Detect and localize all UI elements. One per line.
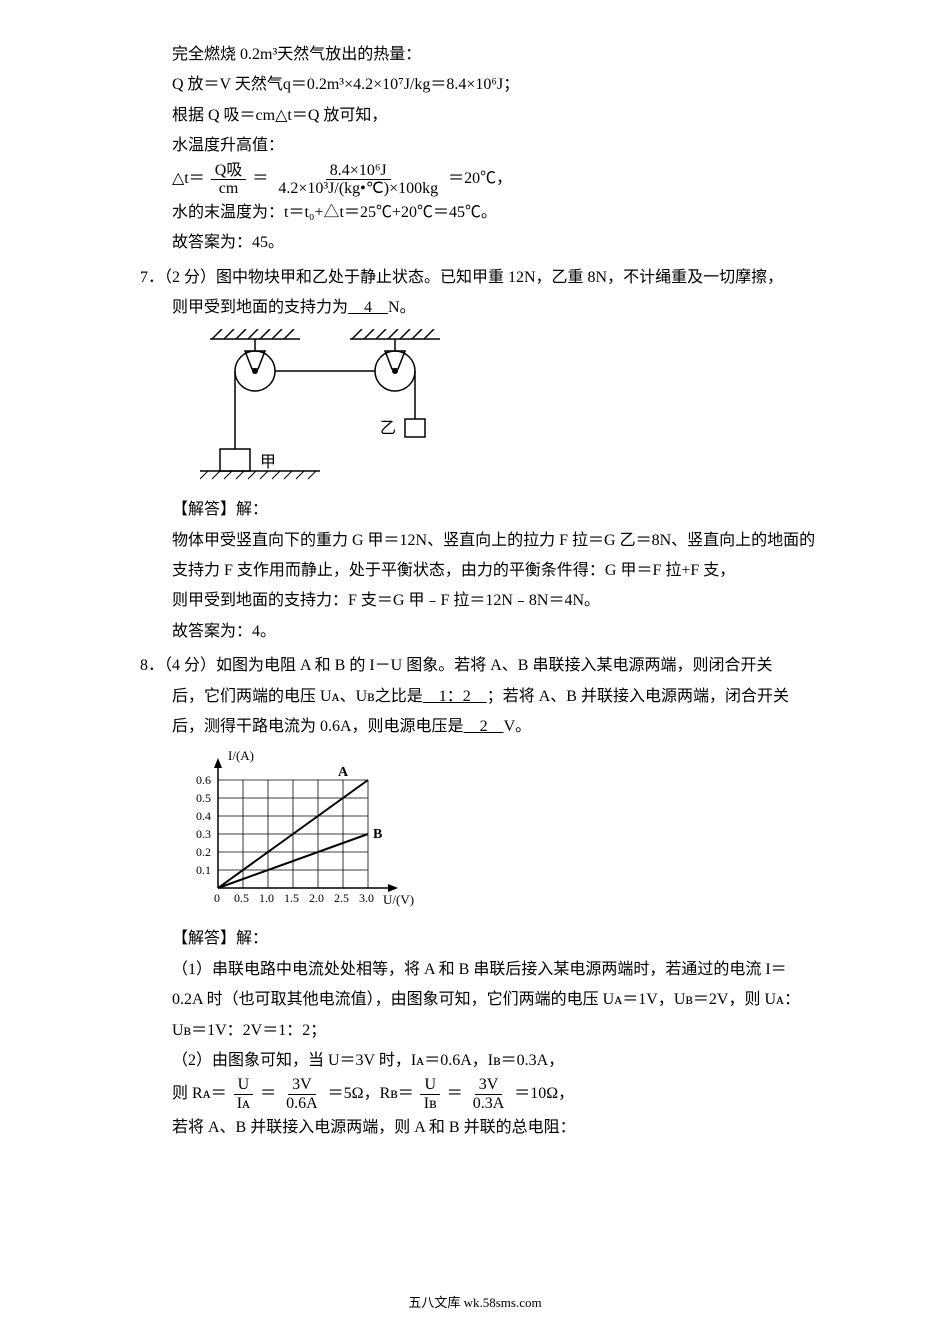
text-span: 则甲受到地面的支持力为	[172, 299, 348, 316]
denominator: cm	[215, 180, 243, 198]
blank-answer: 1：2	[423, 688, 487, 705]
series-a-label: A	[338, 765, 349, 780]
fraction: Q吸 cm	[211, 162, 247, 198]
blank-answer: 2	[464, 718, 504, 735]
y-axis-label: I/(A)	[228, 748, 254, 763]
ytick: 0.5	[196, 791, 211, 805]
numerator: Q吸	[211, 162, 247, 181]
numerator: U	[234, 1076, 254, 1095]
denominator: Iᴀ	[233, 1095, 254, 1113]
numerator: 8.4×10⁶J	[326, 162, 391, 181]
answer-label: 【解答】解：	[140, 495, 850, 525]
answer-line: 故答案为：4。	[140, 617, 850, 647]
ytick: 0.4	[196, 809, 211, 823]
formula-right: ＝10Ω，	[514, 1079, 574, 1109]
text-span: N。	[388, 299, 416, 316]
formula-row: △t＝ Q吸 cm ＝ 8.4×10⁶J 4.2×10³J/(kg•℃)×100…	[140, 162, 850, 198]
fraction: U Iʙ	[420, 1076, 441, 1112]
text-line: 水温度升高值：	[140, 131, 850, 161]
series-b-label: B	[373, 827, 382, 842]
numerator: 3V	[475, 1076, 503, 1095]
formula-row: 则 Rᴀ＝ U Iᴀ ＝ 3V 0.6A ＝5Ω，Rʙ＝ U Iʙ ＝ 3V 0…	[140, 1076, 850, 1112]
denominator: 0.3A	[469, 1095, 509, 1113]
pulley-diagram: 甲 乙	[140, 329, 850, 489]
fraction: 3V 0.3A	[469, 1076, 509, 1112]
xtick: 2.5	[334, 891, 349, 905]
text-span: 后，测得干路电流为 0.6A，则电源电压是	[172, 718, 464, 735]
answer-line: 若将 A、B 并联接入电源两端，则 A 和 B 并联的总电阻：	[140, 1113, 850, 1143]
label-yi: 乙	[380, 420, 396, 437]
ytick: 0.1	[196, 863, 211, 877]
answer-line: （1）串联电路中电流处处相等，将 A 和 B 串联后接入某电源两端时，若通过的电…	[140, 955, 850, 985]
text-span: ；若将 A、B 并联接入电源两端，闭合开关	[487, 688, 789, 705]
answer-line: 支持力 F 支作用而静止，处于平衡状态，由力的平衡条件得：G 甲＝F 拉+F 支…	[140, 556, 850, 586]
answer-line: 0.2A 时（也可取其他电流值），由图象可知，它们两端的电压 Uᴀ＝1V，Uʙ＝…	[140, 985, 850, 1015]
question-head: 后，它们两端的电压 Uᴀ、Uʙ之比是 1：2 ；若将 A、B 并联接入电源两端，…	[140, 682, 850, 712]
blank-answer: 4	[348, 299, 388, 316]
text-span: V。	[504, 718, 532, 735]
xtick: 1.0	[259, 891, 274, 905]
text-line: 故答案为：45。	[140, 228, 850, 258]
fraction: 8.4×10⁶J 4.2×10³J/(kg•℃)×100kg	[274, 162, 442, 198]
text-line: Q 放＝V 天然气q＝0.2m³×4.2×10⁷J/kg＝8.4×10⁶J；	[140, 70, 850, 100]
answer-line: （2）由图象可知，当 U＝3V 时，Iᴀ＝0.6A，Iʙ＝0.3A，	[140, 1046, 850, 1076]
formula-right: ＝20℃，	[448, 164, 512, 194]
xtick: 0	[214, 891, 220, 905]
x-axis-label: U/(V)	[383, 892, 414, 907]
answer-line: Uʙ＝1V：2V＝1：2；	[140, 1016, 850, 1046]
numerator: 3V	[288, 1076, 316, 1095]
text-span: 后，它们两端的电压 Uᴀ、Uʙ之比是	[172, 688, 423, 705]
equals: ＝	[252, 164, 268, 194]
answer-label: 【解答】解：	[140, 924, 850, 954]
question-head: 则甲受到地面的支持力为 4 N。	[140, 293, 850, 323]
answer-line: 物体甲受竖直向下的重力 G 甲＝12N、竖直向上的拉力 F 拉＝G 乙＝8N、竖…	[140, 526, 850, 556]
denominator: 4.2×10³J/(kg•℃)×100kg	[274, 180, 442, 198]
xtick: 0.5	[234, 891, 249, 905]
fraction: 3V 0.6A	[282, 1076, 322, 1112]
question-head: 后，测得干路电流为 0.6A，则电源电压是 2 V。	[140, 712, 850, 742]
equals: ＝	[447, 1079, 463, 1109]
label-jia: 甲	[260, 454, 276, 471]
question-head: 7．（2 分）图中物块甲和乙处于静止状态。已知甲重 12N，乙重 8N，不计绳重…	[140, 263, 850, 293]
ytick: 0.6	[196, 773, 211, 787]
iv-chart: I/(A) 0.1 0.2 0.3 0.4 0.5 0.6 0 0.	[140, 748, 850, 918]
ytick: 0.3	[196, 827, 211, 841]
denominator: Iʙ	[420, 1095, 441, 1113]
formula-left: 则 Rᴀ＝	[172, 1079, 227, 1109]
xtick: 1.5	[284, 891, 299, 905]
text-line: 水的末温度为：t＝t₀+△t＝25℃+20℃＝45℃。	[140, 198, 850, 228]
equals: ＝	[260, 1079, 276, 1109]
numerator: U	[420, 1076, 440, 1095]
answer-line: 则甲受到地面的支持力：F 支＝G 甲﹣F 拉＝12N﹣8N＝4N。	[140, 586, 850, 616]
denominator: 0.6A	[282, 1095, 322, 1113]
xtick: 3.0	[359, 891, 374, 905]
ytick: 0.2	[196, 845, 211, 859]
text-line: 完全燃烧 0.2m³天然气放出的热量：	[140, 40, 850, 70]
formula-mid: ＝5Ω，Rʙ＝	[328, 1079, 414, 1109]
fraction: U Iᴀ	[233, 1076, 254, 1112]
footer-text: 五八文库 wk.58sms.com	[0, 1291, 950, 1316]
formula-left: △t＝	[172, 164, 205, 194]
question-head: 8．（4 分）如图为电阻 A 和 B 的 I－U 图象。若将 A、B 串联接入某…	[140, 651, 850, 681]
text-line: 根据 Q 吸＝cm△t＝Q 放可知，	[140, 101, 850, 131]
xtick: 2.0	[309, 891, 324, 905]
